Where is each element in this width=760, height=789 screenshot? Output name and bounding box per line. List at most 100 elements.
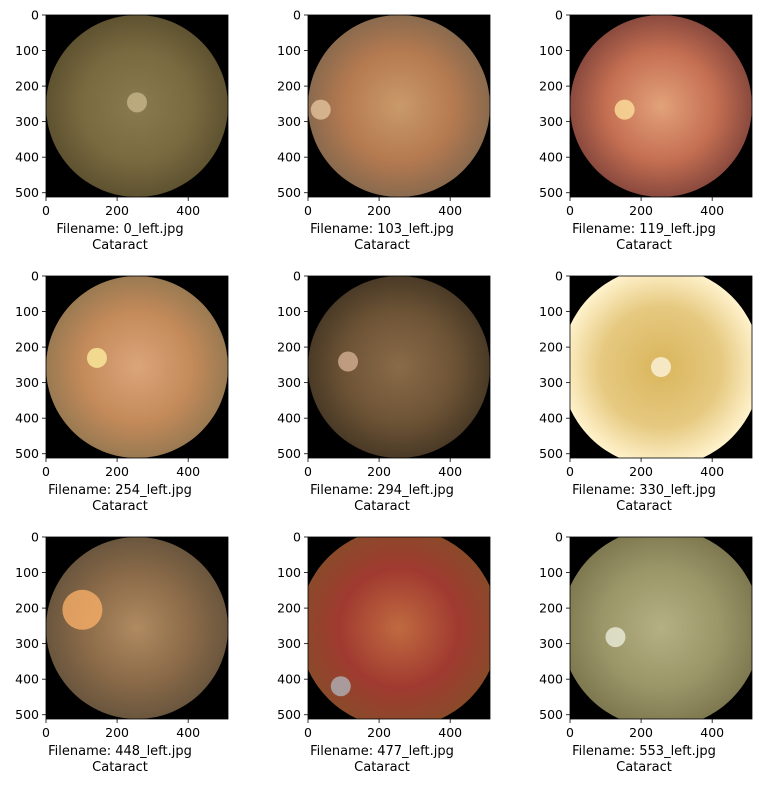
axes-frame	[569, 536, 753, 720]
image-panel: 0 200 400 0 100 200 300 400 500 Filename: 448_lef…	[0, 522, 240, 775]
panel-caption: Filename: 330_left.jpg Cataract	[524, 483, 760, 515]
fundus-image	[570, 537, 752, 719]
class-label: Cataract	[616, 760, 672, 775]
y-tick-label: 300	[277, 375, 301, 390]
y-tick-label: 100	[539, 304, 563, 319]
fundus-image	[308, 537, 490, 719]
filename-label: Filename: 448_left.jpg	[48, 744, 192, 759]
class-label: Cataract	[616, 499, 672, 514]
y-tick-label: 300	[15, 114, 39, 129]
panel-caption: Filename: 477_left.jpg Cataract	[262, 744, 502, 776]
panel-caption: Filename: 119_left.jpg Cataract	[524, 222, 760, 254]
x-tick-label: 200	[367, 203, 391, 218]
y-tick-label: 300	[539, 375, 563, 390]
class-label: Cataract	[92, 238, 148, 253]
filename-label: Filename: 103_left.jpg	[310, 222, 454, 237]
x-tick-label: 200	[367, 464, 391, 479]
class-label: Cataract	[616, 238, 672, 253]
x-tick-label: 400	[176, 464, 200, 479]
fundus-image	[308, 15, 490, 197]
image-panel: 0 200 400 0 100 200 300 400 500 Filename: 553_lef…	[524, 522, 760, 775]
panel-axes: 0 200 400 0 100 200 300 400 500	[15, 530, 229, 740]
filename-label: Filename: 0_left.jpg	[56, 222, 184, 237]
y-tick-label: 400	[277, 411, 301, 426]
optic-disc-highlight	[310, 99, 331, 120]
x-tick-label: 0	[304, 203, 312, 218]
class-label: Cataract	[354, 760, 410, 775]
axes-frame	[569, 275, 753, 459]
x-tick-label: 0	[42, 203, 50, 218]
y-tick-label: 200	[15, 79, 39, 94]
y-tick-label: 200	[539, 340, 563, 355]
panel-caption: Filename: 448_left.jpg Cataract	[0, 744, 240, 776]
x-tick-label: 400	[176, 725, 200, 740]
y-tick-label: 300	[277, 636, 301, 651]
panel-caption: Filename: 294_left.jpg Cataract	[262, 483, 502, 515]
y-tick-label: 0	[555, 530, 563, 545]
y-tick-label: 500	[539, 446, 563, 461]
y-tick-label: 100	[277, 565, 301, 580]
panel-axes: 0 200 400 0 100 200 300 400 500	[539, 530, 753, 740]
axes-frame	[307, 14, 491, 198]
panel-axes: 0 200 400 0 100 200 300 400 500	[277, 530, 491, 740]
x-tick-label: 0	[304, 464, 312, 479]
y-tick-label: 0	[293, 530, 301, 545]
optic-disc-highlight	[86, 347, 107, 368]
y-tick-label: 300	[15, 636, 39, 651]
y-tick-label: 500	[277, 707, 301, 722]
y-tick-label: 500	[15, 707, 39, 722]
class-label: Cataract	[92, 760, 148, 775]
y-tick-label: 400	[277, 672, 301, 687]
y-tick-label: 0	[31, 269, 39, 284]
y-tick-label: 300	[15, 375, 39, 390]
fundus-image	[570, 15, 752, 197]
x-tick-label: 400	[700, 464, 724, 479]
x-tick-label: 400	[438, 203, 462, 218]
image-panel: 0 200 400 0 100 200 300 400 500 Filename: 477_lef…	[262, 522, 502, 775]
y-tick-label: 100	[277, 304, 301, 319]
y-tick-label: 200	[15, 340, 39, 355]
optic-disc-highlight	[330, 676, 351, 697]
y-tick-label: 400	[539, 150, 563, 165]
fundus-image	[46, 537, 228, 719]
panel-caption: Filename: 0_left.jpg Cataract	[0, 222, 240, 254]
optic-disc-highlight	[605, 627, 626, 648]
x-tick-label: 0	[566, 203, 574, 218]
x-tick-label: 200	[105, 464, 129, 479]
y-tick-label: 500	[539, 185, 563, 200]
panel-axes: 0 200 400 0 100 200 300 400 500	[277, 8, 491, 218]
image-panel: 0 200 400 0 100 200 300 400 500 Filename: 254_lef…	[0, 261, 240, 514]
x-tick-label: 0	[566, 464, 574, 479]
axes-frame	[45, 14, 229, 198]
x-tick-label: 400	[700, 725, 724, 740]
y-tick-label: 200	[539, 79, 563, 94]
axes-frame	[307, 275, 491, 459]
y-tick-label: 100	[15, 565, 39, 580]
y-tick-label: 0	[31, 530, 39, 545]
y-tick-label: 400	[277, 150, 301, 165]
fundus-image	[46, 276, 228, 458]
axes-frame	[45, 536, 229, 720]
x-tick-label: 200	[629, 464, 653, 479]
image-panel: 0 200 400 0 100 200 300 400 500 Filename: 103_lef…	[262, 0, 502, 253]
y-tick-label: 200	[15, 601, 39, 616]
y-tick-label: 400	[15, 672, 39, 687]
x-tick-label: 0	[304, 725, 312, 740]
y-tick-label: 100	[15, 43, 39, 58]
y-tick-label: 0	[555, 269, 563, 284]
y-tick-label: 200	[277, 340, 301, 355]
filename-label: Filename: 294_left.jpg	[310, 483, 454, 498]
y-tick-label: 400	[15, 150, 39, 165]
x-tick-label: 200	[105, 725, 129, 740]
y-tick-label: 200	[277, 79, 301, 94]
y-tick-label: 0	[293, 8, 301, 23]
y-tick-label: 200	[277, 601, 301, 616]
y-tick-label: 200	[539, 601, 563, 616]
optic-disc-highlight	[338, 351, 359, 372]
filename-label: Filename: 254_left.jpg	[48, 483, 192, 498]
y-tick-label: 0	[31, 8, 39, 23]
image-panel: 0 200 400 0 100 200 300 400 500 Filename: 330_lef…	[524, 261, 760, 514]
panel-caption: Filename: 553_left.jpg Cataract	[524, 744, 760, 776]
y-tick-label: 100	[539, 43, 563, 58]
fundus-image	[308, 276, 490, 458]
